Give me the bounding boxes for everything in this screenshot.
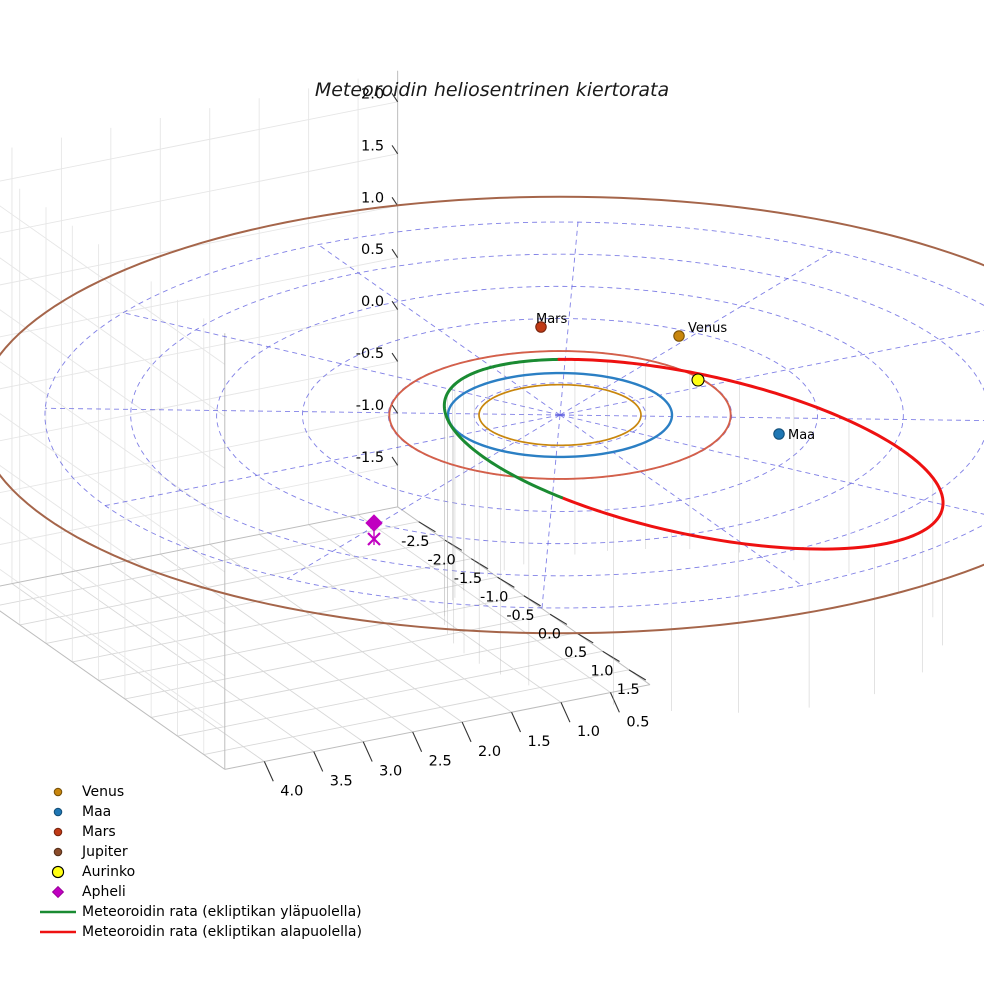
z-tick-label: -1.5 [356,450,384,466]
x-tick-label: -2.5 [401,534,429,550]
venus-marker [673,330,685,342]
body-label: Maa [788,428,815,443]
z-tick-label: -1.0 [356,398,384,414]
legend[interactable]: Venus Maa Mars Jupiter Aurinko Apheli Meteoroi… [40,784,362,940]
legend-marker-icon [51,885,65,899]
legend-label[interactable]: Apheli [82,884,126,900]
y-tick-label: 3.0 [379,764,402,780]
legend-label[interactable]: Jupiter [81,844,128,860]
maa-marker [773,428,785,440]
legend-marker-icon [51,865,65,879]
legend-marker-icon [53,807,63,817]
x-tick-label: -1.5 [454,571,482,587]
y-tick-label: 2.0 [478,744,501,760]
z-tick-label: 2.0 [361,86,384,102]
page-title: Meteoroidin heliosentrinen kiertorata [315,79,669,101]
legend-label[interactable]: Meteoroidin rata (ekliptikan yläpuolella… [82,904,362,920]
z-tick-label: -0.5 [356,346,384,362]
y-tick-label: 3.5 [330,773,353,789]
body-markers: Venus Maa Mars [365,312,815,546]
orbit-droplines [444,359,943,713]
meteoroid-orbit [442,357,945,551]
legend-label[interactable]: Mars [82,824,116,840]
mars-marker [535,321,547,333]
x-tick-label: -0.5 [506,608,534,624]
x-tick-label: 0.5 [564,645,587,661]
y-tick-label: 0.5 [626,714,649,730]
planet-orbits [0,195,984,635]
legend-label[interactable]: Aurinko [82,864,135,880]
legend-marker-icon [53,827,63,837]
meteoroid-path-above [453,357,561,386]
y-tick-label: 2.5 [429,754,452,770]
y-tick-label: 1.5 [528,734,551,750]
x-tick-label: 1.5 [617,682,640,698]
body-label: Venus [688,321,727,336]
x-tick-label: 0.0 [538,626,561,642]
orbit-path [446,371,674,459]
orbit-path [388,350,732,480]
z-tick-label: 0.5 [361,242,384,258]
legend-marker-icon [53,787,63,797]
x-tick-label: 1.0 [590,663,613,679]
tick-labels: -2.5-2.0-1.5-1.0-0.50.00.51.01.50.51.01.… [280,86,649,799]
body-label: Mars [536,312,568,327]
legend-label[interactable]: Venus [82,784,124,800]
legend-label[interactable]: Maa [82,804,111,820]
y-tick-label: 4.0 [280,783,303,799]
z-tick-label: 0.0 [361,294,384,310]
meteoroid-path-below [557,357,945,551]
orbit-path [0,195,984,635]
z-tick-label: 1.5 [361,138,384,154]
orbit-path [478,383,642,447]
y-tick-label: 1.0 [577,724,600,740]
aphelion-projection-icon [367,532,381,546]
meteoroid-path-above [442,382,564,500]
legend-marker-icon [53,847,63,857]
aurinko-marker [691,373,705,387]
x-tick-label: -2.0 [427,552,455,568]
legend-label[interactable]: Meteoroidin rata (ekliptikan alapuolella… [82,924,362,940]
x-tick-label: -1.0 [480,589,508,605]
z-tick-label: 1.0 [361,190,384,206]
